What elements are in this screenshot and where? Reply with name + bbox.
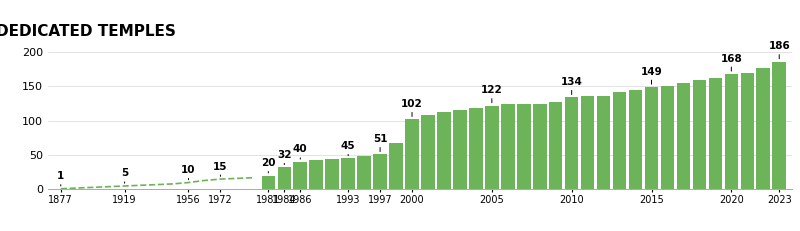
Bar xyxy=(693,80,706,189)
Text: 45: 45 xyxy=(341,141,355,151)
Bar xyxy=(677,83,690,189)
Text: 10: 10 xyxy=(182,165,196,175)
Bar xyxy=(278,167,291,189)
Text: 134: 134 xyxy=(561,77,582,87)
Text: 51: 51 xyxy=(373,134,387,144)
Bar xyxy=(501,104,514,189)
Bar xyxy=(757,68,770,189)
Bar xyxy=(374,154,387,189)
Bar xyxy=(358,156,371,189)
Bar xyxy=(741,73,754,189)
Bar xyxy=(262,176,275,189)
Bar xyxy=(581,96,594,189)
Bar xyxy=(485,106,498,189)
Bar xyxy=(342,158,355,189)
Text: 168: 168 xyxy=(721,54,742,64)
Bar xyxy=(725,74,738,189)
Bar xyxy=(549,102,562,189)
Bar xyxy=(565,97,578,189)
Text: 186: 186 xyxy=(768,41,790,51)
Text: 20: 20 xyxy=(261,158,275,168)
Bar xyxy=(421,115,434,189)
Text: 40: 40 xyxy=(293,144,307,154)
Bar xyxy=(406,119,419,189)
Text: 102: 102 xyxy=(401,99,423,109)
Text: DEDICATED TEMPLES: DEDICATED TEMPLES xyxy=(0,24,176,39)
Text: 15: 15 xyxy=(213,161,228,172)
Bar xyxy=(709,78,722,189)
Bar xyxy=(629,90,642,189)
Bar xyxy=(453,110,466,189)
Text: 1: 1 xyxy=(57,171,64,181)
Bar xyxy=(773,61,786,189)
Text: 149: 149 xyxy=(641,67,662,77)
Text: 32: 32 xyxy=(277,150,291,160)
Bar xyxy=(294,162,307,189)
Bar xyxy=(437,112,450,189)
Bar xyxy=(469,108,482,189)
Bar xyxy=(613,92,626,189)
Bar xyxy=(645,87,658,189)
Text: 5: 5 xyxy=(121,168,128,178)
Bar xyxy=(390,143,403,189)
Bar xyxy=(326,159,339,189)
Bar xyxy=(310,160,323,189)
Text: 122: 122 xyxy=(481,85,502,95)
Bar xyxy=(517,104,530,189)
Bar xyxy=(597,96,610,189)
Bar xyxy=(661,86,674,189)
Bar xyxy=(533,104,546,189)
